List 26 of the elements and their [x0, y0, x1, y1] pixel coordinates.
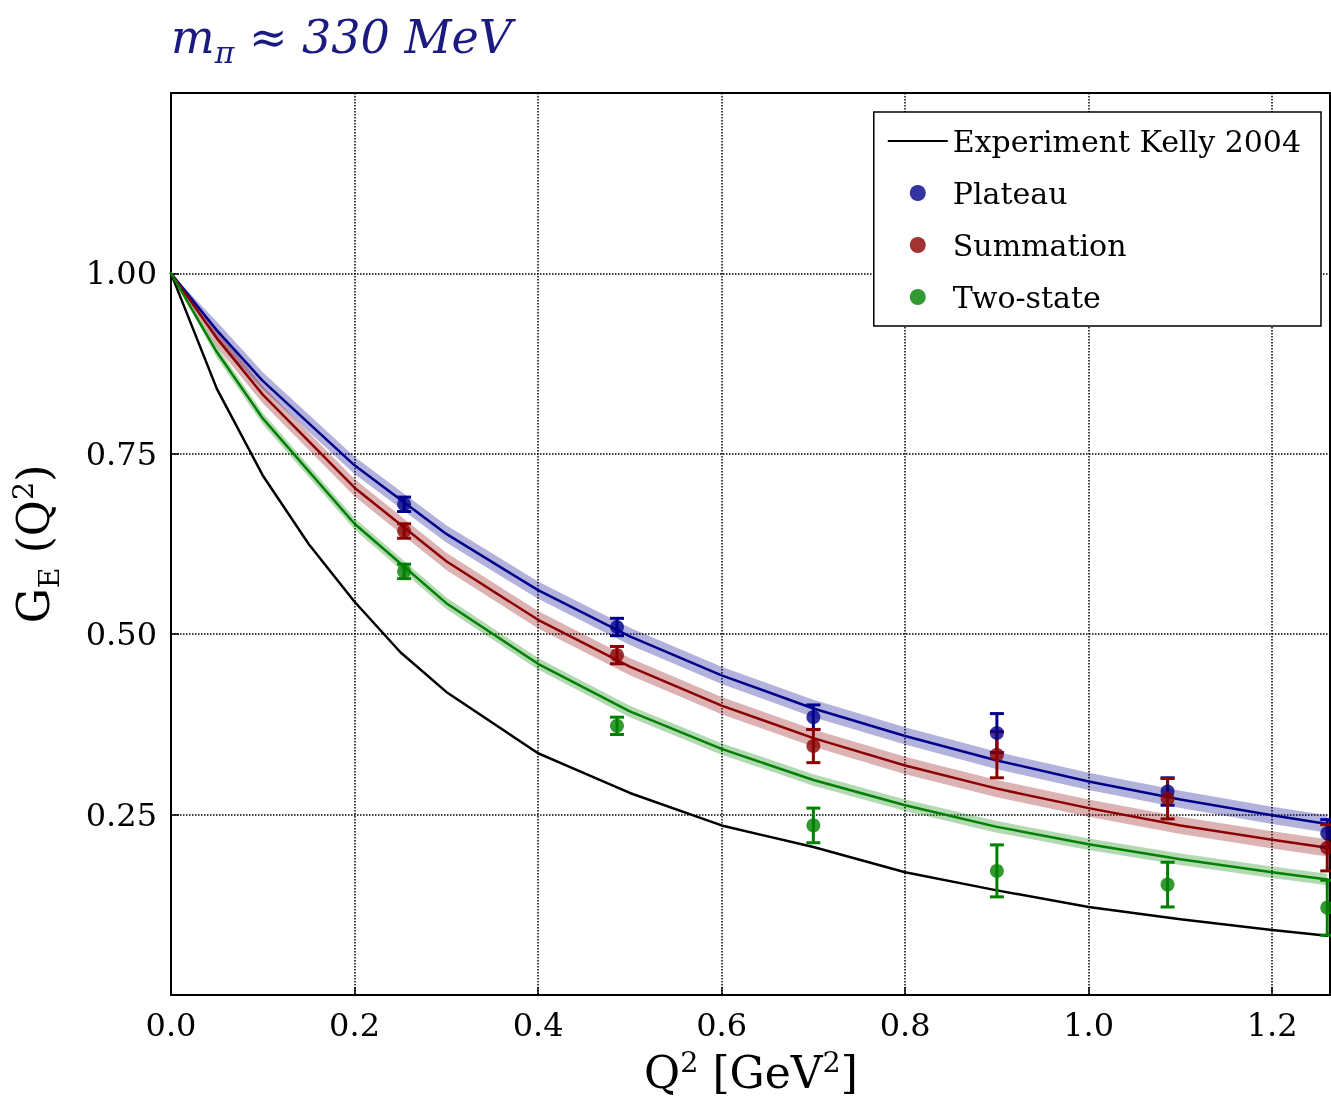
- y-tick-label: 1.00: [85, 254, 157, 293]
- point: [610, 648, 624, 663]
- point: [806, 818, 821, 833]
- x-tick-label: 1.2: [1246, 1006, 1298, 1044]
- y-tick-label: 0.25: [85, 795, 157, 834]
- point: [989, 726, 1004, 741]
- y-tick-label: 0.50: [85, 615, 157, 654]
- legend-label: Experiment Kelly 2004: [952, 123, 1302, 159]
- y-tick-label: 0.75: [85, 434, 157, 473]
- point: [806, 710, 821, 725]
- point: [1160, 791, 1175, 806]
- x-axis-title: Q$^{2}$ [GeV$^{2}$]: [643, 1045, 859, 1098]
- legend-label: Two-state: [952, 279, 1101, 315]
- x-tick-label: 0.8: [879, 1006, 931, 1044]
- legend-label: Summation: [952, 227, 1127, 263]
- point: [989, 863, 1004, 878]
- x-tick-label: 1.0: [1063, 1006, 1115, 1044]
- x-tick-label: 0.0: [145, 1006, 197, 1044]
- point: [1160, 877, 1175, 892]
- point: [610, 619, 624, 634]
- point: [989, 747, 1004, 762]
- legend-label: Plateau: [952, 175, 1068, 211]
- x-tick-label: 0.4: [512, 1006, 564, 1044]
- x-tick-label: 0.6: [696, 1006, 748, 1044]
- x-tick-label: 0.2: [329, 1006, 380, 1044]
- point: [806, 739, 821, 754]
